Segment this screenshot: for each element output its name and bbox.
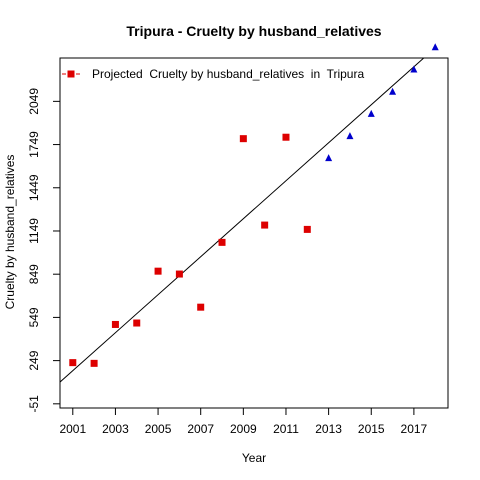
trend-line xyxy=(60,58,425,383)
legend-label: Projected Cruelty by husband_relatives i… xyxy=(92,67,364,81)
legend: Projected Cruelty by husband_relatives i… xyxy=(62,67,364,81)
data-point-observed xyxy=(69,359,77,367)
y-tick-label: 2049 xyxy=(27,88,41,115)
data-point-observed xyxy=(261,221,269,229)
x-tick-label: 2011 xyxy=(273,422,299,436)
x-tick-label: 2003 xyxy=(102,422,129,436)
data-point-observed xyxy=(90,359,98,367)
y-tick-label: 1449 xyxy=(27,174,41,201)
data-point-observed xyxy=(111,320,119,328)
data-points-group xyxy=(69,43,439,367)
data-point-observed xyxy=(218,238,226,246)
x-axis-label: Year xyxy=(242,451,266,465)
data-point-projected xyxy=(431,43,439,51)
plot-frame xyxy=(59,57,449,409)
data-point-observed xyxy=(239,135,247,143)
x-tick-label: 2005 xyxy=(145,422,172,436)
x-tick-label: 2007 xyxy=(187,422,214,436)
data-point-observed xyxy=(303,225,311,233)
y-tick-label: -51 xyxy=(27,395,41,413)
y-axis: -51 249 549 849 1149 1449 1749 2049 xyxy=(27,88,60,413)
data-point-projected xyxy=(367,109,375,117)
data-point-projected xyxy=(410,65,418,73)
x-tick-label: 2009 xyxy=(230,422,257,436)
y-tick-label: 549 xyxy=(27,307,41,327)
y-tick-label: 849 xyxy=(27,264,41,284)
x-tick-label: 2017 xyxy=(401,422,428,436)
chart-title: Tripura - Cruelty by husband_relatives xyxy=(126,23,381,39)
data-point-observed xyxy=(154,267,162,275)
y-tick-label: 249 xyxy=(27,350,41,370)
x-tick-label: 2001 xyxy=(59,422,86,436)
y-tick-label: 1149 xyxy=(27,218,41,244)
data-point-observed xyxy=(197,303,205,311)
x-axis: 2001 2003 2005 2007 2009 2011 2013 2015 2017 xyxy=(59,408,428,436)
data-point-projected xyxy=(325,154,333,162)
data-point-projected xyxy=(346,132,354,140)
legend-marker xyxy=(67,70,75,78)
data-point-projected xyxy=(389,87,397,95)
y-axis-label: Cruelty by husband_relatives xyxy=(3,155,17,310)
data-point-observed xyxy=(282,133,290,141)
trend-line-group xyxy=(60,58,425,383)
data-point-observed xyxy=(175,270,183,278)
y-tick-label: 1749 xyxy=(27,131,41,158)
x-tick-label: 2015 xyxy=(358,422,385,436)
data-point-observed xyxy=(133,319,141,327)
x-tick-label: 2013 xyxy=(315,422,342,436)
